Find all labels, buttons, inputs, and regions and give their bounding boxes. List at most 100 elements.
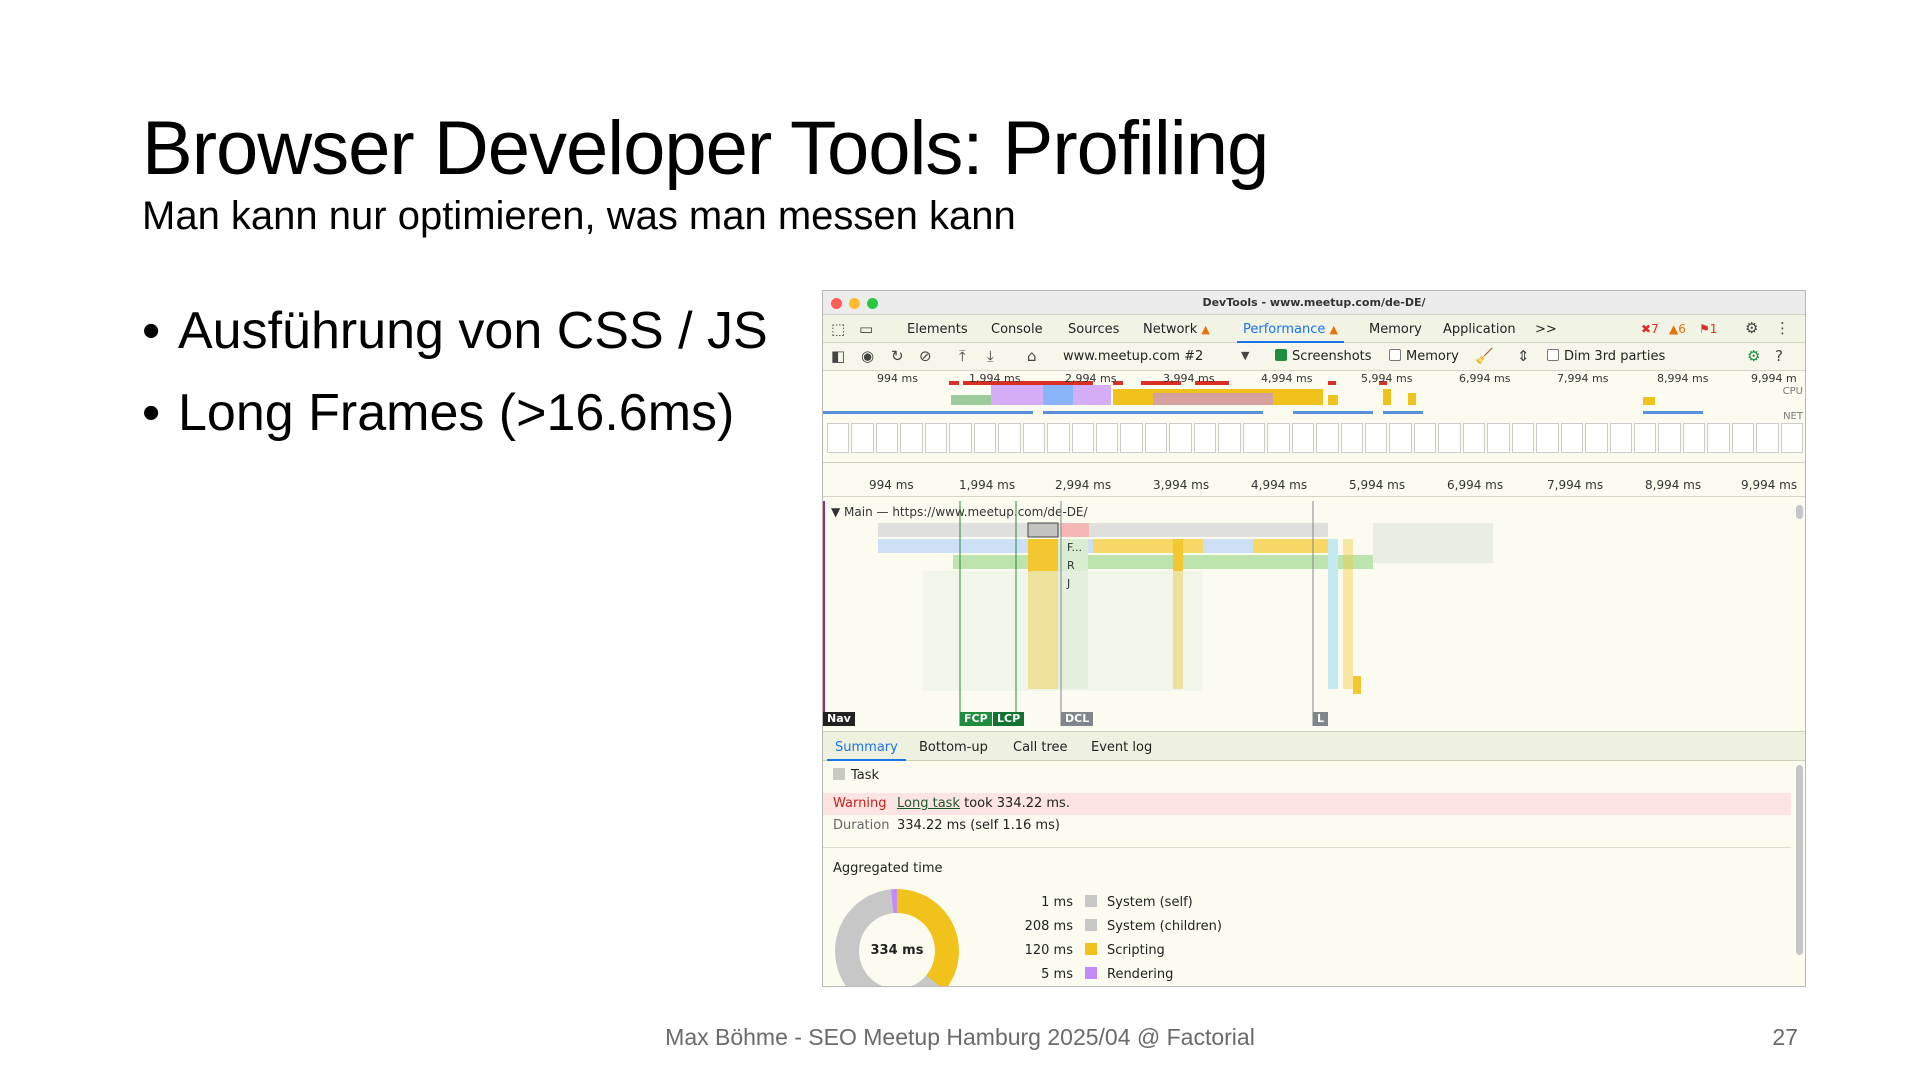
ruler-tick: 9,994 ms bbox=[1741, 478, 1798, 492]
record-icon[interactable]: ◉ bbox=[861, 347, 875, 365]
dim-third-parties-checkbox[interactable]: Dim 3rd parties bbox=[1547, 349, 1665, 364]
load-marker[interactable]: L bbox=[1313, 712, 1329, 726]
overview-tick: 1,994 ms bbox=[969, 372, 1021, 385]
network-activity bbox=[823, 411, 1703, 414]
tab-console[interactable]: Console bbox=[991, 322, 1043, 337]
main-thread-flamechart[interactable]: ▼ Main — https://www.meetup.com/de-DE/ bbox=[823, 501, 1805, 726]
summary-scrollbar[interactable] bbox=[1796, 765, 1803, 955]
aggregated-time-title: Aggregated time bbox=[833, 861, 943, 876]
ruler-tick: 8,994 ms bbox=[1645, 478, 1702, 492]
ruler-tick: 3,994 ms bbox=[1153, 478, 1210, 492]
dcl-marker[interactable]: DCL bbox=[1061, 712, 1094, 726]
garbage-collect-icon[interactable]: 🧹 bbox=[1475, 347, 1494, 365]
summary-panel: Task Warning Long task took 334.22 ms. Du… bbox=[823, 761, 1805, 986]
overview-tick: 2,994 ms bbox=[1065, 372, 1117, 385]
settings-gear-icon[interactable]: ⚙ bbox=[1745, 319, 1759, 337]
warning-icon: ▲ bbox=[1329, 323, 1338, 336]
aggregated-row: 1 ms System (self) bbox=[1041, 895, 1193, 910]
more-tabs-button[interactable]: >> bbox=[1535, 322, 1557, 337]
aggregated-row: 120 ms Scripting bbox=[1024, 943, 1165, 958]
more-options-icon[interactable]: ⋮ bbox=[1775, 319, 1790, 337]
tab-network[interactable]: Network ▲ bbox=[1143, 322, 1210, 337]
flamechart-scrollbar[interactable] bbox=[1796, 505, 1803, 519]
window-title: DevTools - www.meetup.com/de-DE/ bbox=[1202, 296, 1426, 309]
home-icon[interactable]: ⌂ bbox=[1027, 347, 1037, 365]
overview-tick: 8,994 ms bbox=[1657, 372, 1709, 385]
ruler-tick: 994 ms bbox=[869, 478, 914, 492]
long-task-link[interactable]: Long task bbox=[897, 796, 960, 811]
ruler-tick: 1,994 ms bbox=[959, 478, 1016, 492]
main-track bbox=[823, 501, 825, 726]
download-profile-icon[interactable]: ⤓ bbox=[987, 347, 994, 365]
reload-record-icon[interactable]: ↻ bbox=[891, 347, 904, 365]
close-window-button[interactable] bbox=[831, 298, 842, 309]
warning-row: Warning Long task took 334.22 ms. bbox=[823, 793, 1791, 815]
error-count-badge[interactable]: ✖7 bbox=[1641, 322, 1659, 336]
aggregated-row: 208 ms System (children) bbox=[1024, 919, 1222, 934]
bullet-item: • Ausführung von CSS / JS bbox=[142, 302, 768, 360]
cpu-label: CPU bbox=[1782, 386, 1803, 397]
bullet-item: • Long Frames (>16.6ms) bbox=[142, 384, 735, 442]
donut-total: 334 ms bbox=[859, 913, 935, 986]
ruler-tick: 2,994 ms bbox=[1055, 478, 1112, 492]
details-tabbar: Summary Bottom-up Call tree Event log bbox=[823, 731, 1805, 761]
ruler-tick: 5,994 ms bbox=[1349, 478, 1406, 492]
clear-icon[interactable]: ⊘ bbox=[919, 347, 932, 365]
overview-tick: 7,994 ms bbox=[1557, 372, 1609, 385]
issues-count-badge[interactable]: ⚑1 bbox=[1699, 322, 1718, 336]
performance-toolbar: ◧ ◉ ↻ ⊘ ⤒ ⤓ ⌂ www.meetup.com #2 ▼ Screen… bbox=[823, 343, 1805, 371]
ruler-tick: 7,994 ms bbox=[1547, 478, 1604, 492]
zoom-window-button[interactable] bbox=[867, 298, 878, 309]
tab-application[interactable]: Application bbox=[1443, 322, 1516, 337]
net-label: NET bbox=[1783, 411, 1803, 422]
main-track-label[interactable]: ▼ Main — https://www.meetup.com/de-DE/ bbox=[831, 505, 1088, 519]
tab-event-log[interactable]: Event log bbox=[1091, 740, 1153, 755]
device-toolbar-icon[interactable]: ▭ bbox=[859, 320, 874, 338]
tab-summary[interactable]: Summary bbox=[827, 740, 906, 761]
tab-sources[interactable]: Sources bbox=[1068, 322, 1120, 337]
memory-checkbox[interactable]: Memory bbox=[1389, 349, 1459, 364]
tab-performance[interactable]: Performance ▲ bbox=[1237, 322, 1344, 343]
overview-tick: 6,994 ms bbox=[1459, 372, 1511, 385]
recording-select[interactable]: www.meetup.com #2 bbox=[1063, 349, 1204, 364]
inspect-element-icon[interactable]: ⬚ bbox=[831, 320, 846, 338]
help-icon[interactable]: ? bbox=[1775, 347, 1783, 365]
activity-graph bbox=[823, 381, 1703, 414]
cpu-activity bbox=[951, 383, 1655, 405]
capture-settings-icon[interactable]: ⇕ bbox=[1517, 347, 1530, 365]
warning-count-badge[interactable]: ▲6 bbox=[1669, 322, 1686, 336]
overview-tick: 3,994 ms bbox=[1163, 372, 1215, 385]
tab-call-tree[interactable]: Call tree bbox=[1013, 740, 1068, 755]
devtools-screenshot: DevTools - www.meetup.com/de-DE/ ⬚ ▭ Ele… bbox=[822, 290, 1806, 987]
slide-title: Browser Developer Tools: Profiling bbox=[142, 106, 1269, 191]
slide-subtitle: Man kann nur optimieren, was man messen … bbox=[142, 194, 1016, 238]
chevron-down-icon[interactable]: ▼ bbox=[1241, 349, 1250, 362]
page-number: 27 bbox=[1772, 1024, 1798, 1050]
summary-item-title: Task bbox=[823, 765, 1791, 787]
upload-profile-icon[interactable]: ⤒ bbox=[959, 347, 966, 365]
tab-memory[interactable]: Memory bbox=[1369, 322, 1422, 337]
screenshot-filmstrip bbox=[827, 423, 1804, 453]
overview-tick: 4,994 ms bbox=[1261, 372, 1313, 385]
devtools-tabbar: ⬚ ▭ Elements Console Sources Network ▲ P… bbox=[823, 315, 1805, 343]
minimize-window-button[interactable] bbox=[849, 298, 860, 309]
capture-settings-gear-icon[interactable]: ⚙ bbox=[1747, 347, 1761, 365]
flamechart-bars bbox=[878, 501, 1493, 726]
duration-row: Duration 334.22 ms (self 1.16 ms) bbox=[833, 818, 1060, 833]
flame-entry-label[interactable]: J bbox=[1067, 577, 1071, 590]
flame-entry-label[interactable]: F... bbox=[1067, 541, 1083, 554]
aggregated-time-donut: 334 ms bbox=[835, 889, 959, 986]
overview-tick: 5,994 ms bbox=[1361, 372, 1413, 385]
slide-footer: Max Böhme - SEO Meetup Hamburg 2025/04 @… bbox=[665, 1024, 1255, 1050]
window-titlebar: DevTools - www.meetup.com/de-DE/ bbox=[823, 291, 1805, 315]
tab-bottom-up[interactable]: Bottom-up bbox=[919, 740, 988, 755]
timeline-overview[interactable]: 994 ms 1,994 ms 2,994 ms 3,994 ms 4,994 … bbox=[823, 371, 1805, 463]
time-ruler: 994 ms 1,994 ms 2,994 ms 3,994 ms 4,994 … bbox=[823, 473, 1805, 497]
flame-entry-label[interactable]: R bbox=[1067, 559, 1075, 572]
screenshots-checkbox[interactable]: Screenshots bbox=[1275, 349, 1372, 364]
lcp-marker[interactable]: LCP bbox=[993, 712, 1025, 726]
tab-elements[interactable]: Elements bbox=[907, 322, 968, 337]
fcp-marker[interactable]: FCP bbox=[960, 712, 992, 726]
nav-marker[interactable]: Nav bbox=[823, 712, 855, 726]
toggle-sidebar-icon[interactable]: ◧ bbox=[831, 347, 846, 365]
